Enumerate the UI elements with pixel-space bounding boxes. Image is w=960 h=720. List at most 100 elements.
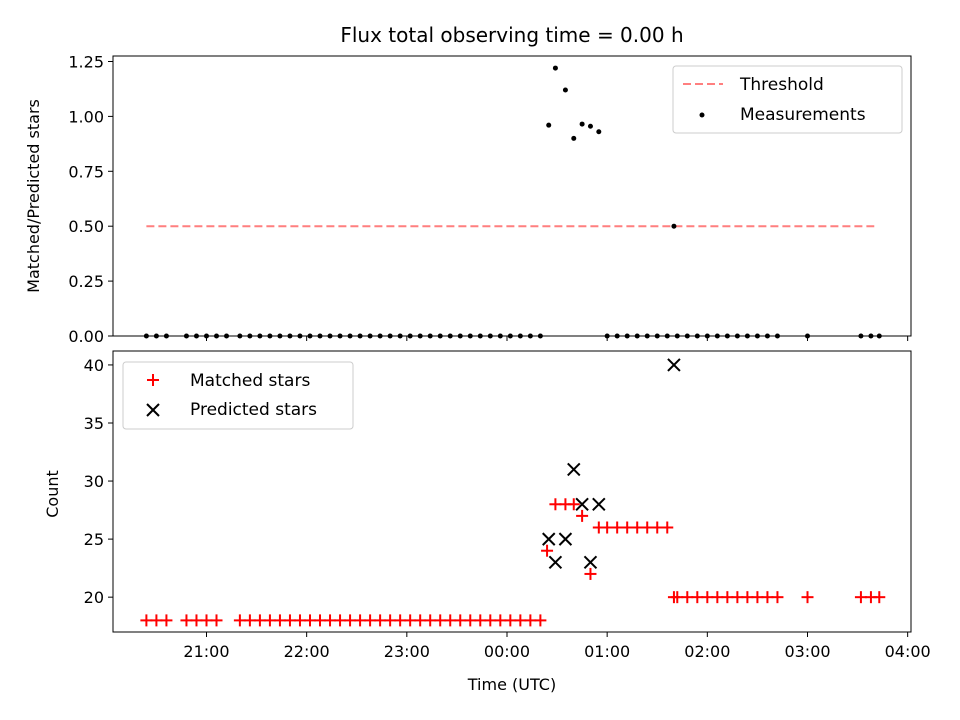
matched-star-point (854, 591, 867, 604)
matched-star-point (534, 614, 547, 627)
matched-star-point (484, 614, 497, 627)
bottom-legend: Matched stars Predicted stars (122, 361, 354, 430)
matched-star-point (314, 614, 327, 627)
top-y-tick-label: 0.25 (68, 272, 104, 291)
matched-star-point (140, 614, 153, 627)
matched-star-point (414, 614, 427, 627)
matched-star-point (567, 498, 580, 511)
bottom-x-tick-label: 22:00 (284, 642, 330, 661)
matched-star-point (303, 614, 316, 627)
matched-star-point (474, 614, 487, 627)
top-y-tick-label: 0.75 (68, 162, 104, 181)
predicted-star-point (575, 497, 589, 511)
matched-star-point (504, 614, 517, 627)
matched-star-point (243, 614, 256, 627)
legend-matched-swatch (147, 374, 159, 386)
bottom-y-axis-label: Count (43, 470, 62, 518)
bottom-x-axis: 21:00 22:00 23:00 00:00 01:00 02:00 03:00 04:00 (183, 632, 931, 661)
matched-star-point (324, 614, 337, 627)
top-legend: Threshold Measurements (672, 65, 903, 134)
matched-star-point (721, 591, 734, 604)
top-legend-box (672, 65, 903, 134)
matched-star-point (364, 614, 377, 627)
matched-star-point (549, 498, 562, 511)
matched-star-point (524, 614, 537, 627)
matched-star-point (150, 614, 163, 627)
matched-star-point (671, 591, 684, 604)
bottom-x-tick-label: 00:00 (484, 642, 530, 661)
predicted-star-point (558, 532, 573, 546)
matched-star-point (180, 614, 193, 627)
matched-star-point (190, 614, 203, 627)
top-y-tick-label: 1.00 (68, 107, 104, 126)
matched-star-point (711, 591, 724, 604)
matched-star-point (253, 614, 266, 627)
matched-star-point (691, 591, 704, 604)
matched-star-point (584, 567, 597, 580)
matched-star-point (263, 614, 276, 627)
matched-star-point (731, 591, 744, 604)
matched-star-point (514, 614, 527, 627)
bottom-y-tick-label: 30 (84, 472, 104, 491)
matched-star-point (771, 591, 784, 604)
matched-star-point (394, 614, 407, 627)
matched-star-point (200, 614, 213, 627)
matched-star-point (681, 591, 694, 604)
matched-star-point (293, 614, 306, 627)
predicted-star-point (548, 555, 563, 570)
top-y-tick-label: 0.00 (68, 327, 104, 346)
matched-star-point (344, 614, 357, 627)
top-y-tick-label: 1.25 (68, 52, 104, 71)
legend-matched-label: Matched stars (190, 371, 310, 391)
chart-title: Flux total observing time = 0.00 h (340, 23, 683, 47)
matched-star-point (621, 521, 634, 534)
bottom-y-tick-label: 40 (84, 356, 104, 375)
matched-star-point (873, 591, 886, 604)
matched-star-point (741, 591, 754, 604)
matched-star-point (611, 521, 624, 534)
matched-star-point (434, 614, 447, 627)
matched-star-point (273, 614, 286, 627)
legend-measurements-label: Measurements (740, 105, 866, 125)
bottom-x-tick-label: 23:00 (384, 642, 430, 661)
matched-star-point (701, 591, 714, 604)
matched-star-point (404, 614, 417, 627)
matched-star-point (384, 614, 397, 627)
bottom-x-tick-label: 03:00 (784, 642, 830, 661)
bottom-legend-box (122, 361, 354, 430)
matched-star-point (334, 614, 347, 627)
matched-star-point (454, 614, 467, 627)
matched-star-point (424, 614, 437, 627)
bottom-panel: 20 25 30 35 40 21:00 22:00 23:00 00:00 01:00 02:0… (43, 350, 931, 694)
legend-threshold-label: Threshold (739, 75, 824, 95)
matched-star-point (354, 614, 367, 627)
measurement-point (546, 122, 552, 128)
matched-star-point (751, 591, 764, 604)
bottom-y-tick-label: 20 (84, 588, 104, 607)
measurement-point (587, 123, 593, 129)
bottom-y-tick-label: 35 (84, 414, 104, 433)
bottom-x-tick-label: 02:00 (684, 642, 730, 661)
predicted-star-point (592, 497, 606, 511)
bottom-x-tick-label: 21:00 (183, 642, 229, 661)
matched-star-point (761, 591, 774, 604)
top-y-tick-label: 0.50 (68, 217, 104, 236)
matched-star-point (576, 509, 589, 522)
matched-star-point (801, 591, 814, 604)
bottom-y-tick-label: 25 (84, 530, 104, 549)
bottom-x-axis-label: Time (UTC) (467, 675, 556, 694)
measurement-point (579, 121, 585, 127)
matched-star-point (210, 614, 223, 627)
legend-predicted-swatch (146, 403, 160, 417)
measurement-point (671, 223, 677, 229)
matched-star-point (631, 521, 644, 534)
matched-star-point (494, 614, 507, 627)
legend-predicted-label: Predicted stars (190, 400, 317, 420)
matched-star-point (541, 544, 554, 557)
matched-star-point (374, 614, 387, 627)
predicted-star-point (583, 555, 598, 570)
bottom-x-tick-label: 04:00 (885, 642, 931, 661)
matched-star-point (283, 614, 296, 627)
measurement-point (571, 135, 577, 141)
